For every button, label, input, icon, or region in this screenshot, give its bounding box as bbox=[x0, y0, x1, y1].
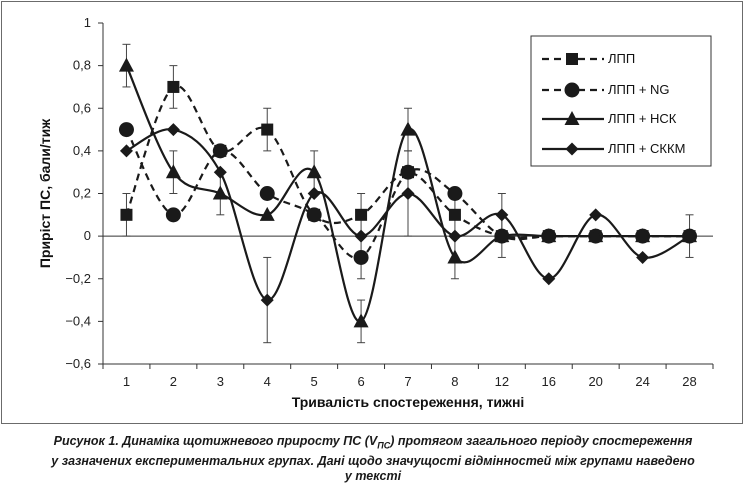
y-tick-label: 0,4 bbox=[73, 143, 91, 158]
data-point-series-3 bbox=[353, 313, 369, 328]
legend-marker-4 bbox=[565, 142, 579, 156]
data-point-series-4 bbox=[354, 229, 368, 243]
legend-label-2: ЛПП + NG bbox=[608, 82, 670, 97]
caption-line-2: у зазначених експериментальних групах. Д… bbox=[51, 453, 695, 468]
caption-line-1: Рисунок 1. Динаміка щотижневого приросту… bbox=[53, 434, 693, 451]
x-tick-label: 16 bbox=[542, 374, 556, 389]
data-point-series-3 bbox=[118, 57, 134, 72]
data-point-series-4 bbox=[166, 123, 180, 137]
series-line-1 bbox=[125, 84, 690, 239]
y-tick-label: 0,8 bbox=[73, 58, 91, 73]
line-chart: −0,6−0,4−0,200,20,40,60,811 2 3 4 5 6 7 8 12 16 20… bbox=[37, 15, 714, 410]
data-point-series-4 bbox=[213, 165, 227, 179]
figure-caption: Рисунок 1. Динаміка щотижневого приросту… bbox=[0, 434, 746, 484]
data-point-series-1 bbox=[261, 123, 274, 136]
data-point-series-3 bbox=[447, 249, 463, 264]
data-point-series-4 bbox=[307, 187, 321, 200]
data-point-series-1 bbox=[120, 208, 133, 221]
x-tick-label: 1 bbox=[123, 374, 130, 389]
data-point-series-3 bbox=[259, 206, 275, 221]
y-tick-label: 0,2 bbox=[73, 186, 91, 201]
y-tick-label: −0,4 bbox=[65, 313, 91, 328]
x-tick-label: 20 bbox=[588, 374, 602, 389]
legend-label-1: ЛПП bbox=[608, 51, 635, 66]
x-tick-label: 6 bbox=[357, 374, 364, 389]
x-tick-label: 28 bbox=[682, 374, 696, 389]
x-tick-label: 4 bbox=[264, 374, 271, 389]
data-point-series-1 bbox=[448, 208, 461, 221]
data-point-series-1 bbox=[167, 80, 180, 93]
data-point-series-2 bbox=[118, 122, 134, 138]
y-tick-label: −0,6 bbox=[65, 356, 91, 371]
data-point-series-2 bbox=[400, 164, 416, 180]
data-point-series-3 bbox=[588, 228, 604, 243]
data-point-series-3 bbox=[400, 121, 416, 136]
data-point-series-4 bbox=[589, 208, 603, 222]
legend-label-4: ЛПП + СККМ bbox=[608, 141, 685, 156]
data-point-series-4 bbox=[542, 272, 556, 286]
data-point-series-4 bbox=[448, 229, 462, 243]
x-tick-label: 2 bbox=[170, 374, 177, 389]
y-axis-title: Приріст ПС, бали/тиж bbox=[37, 118, 53, 268]
data-point-series-3 bbox=[494, 228, 510, 243]
data-point-series-2 bbox=[165, 207, 181, 223]
y-tick-label: 0,6 bbox=[73, 100, 91, 115]
legend-marker-3 bbox=[564, 111, 580, 125]
y-tick-label: −0,2 bbox=[65, 271, 91, 286]
data-point-series-2 bbox=[259, 186, 275, 201]
legend-marker-1 bbox=[566, 53, 578, 65]
data-point-series-4 bbox=[119, 144, 133, 158]
y-tick-label: 1 bbox=[84, 15, 91, 30]
x-tick-label: 8 bbox=[451, 374, 458, 389]
series-line-4 bbox=[125, 128, 691, 302]
legend-box bbox=[530, 35, 712, 167]
data-point-series-2 bbox=[306, 207, 322, 223]
x-tick-label: 5 bbox=[311, 374, 318, 389]
x-tick-label: 3 bbox=[217, 374, 224, 389]
caption-line-3: у тексті bbox=[344, 468, 402, 483]
data-point-series-2 bbox=[212, 143, 228, 159]
data-point-series-4 bbox=[495, 208, 509, 222]
series-line-2 bbox=[125, 129, 690, 260]
data-point-series-3 bbox=[165, 164, 181, 179]
y-tick-label: 0 bbox=[84, 228, 91, 243]
x-axis-title: Тривалість спостереження, тижні bbox=[292, 394, 525, 410]
x-tick-label: 24 bbox=[635, 374, 649, 389]
data-point-series-4 bbox=[401, 187, 415, 200]
data-point-series-4 bbox=[683, 229, 697, 243]
data-point-series-2 bbox=[353, 249, 369, 265]
data-point-series-3 bbox=[212, 185, 228, 200]
data-point-series-3 bbox=[541, 228, 557, 243]
legend: ЛПП ЛПП + NG ЛПП + НСК ЛПП + СККМ bbox=[530, 35, 712, 167]
data-point-series-3 bbox=[306, 164, 322, 179]
data-point-series-1 bbox=[355, 208, 368, 221]
data-point-series-3 bbox=[635, 228, 651, 243]
data-point-series-2 bbox=[447, 186, 463, 201]
x-tick-label: 7 bbox=[404, 374, 411, 389]
legend-label-3: ЛПП + НСК bbox=[608, 111, 677, 126]
data-point-series-4 bbox=[636, 250, 650, 264]
chart-frame: −0,6 −0,4 −0,2 0 0,2 0,4 0,6 0,8 1 1 2 3 4 5 6 7 8 12 16 20… bbox=[1, 1, 743, 424]
data-point-series-4 bbox=[260, 293, 274, 307]
x-tick-label: 12 bbox=[495, 374, 509, 389]
legend-marker-2 bbox=[564, 82, 580, 98]
